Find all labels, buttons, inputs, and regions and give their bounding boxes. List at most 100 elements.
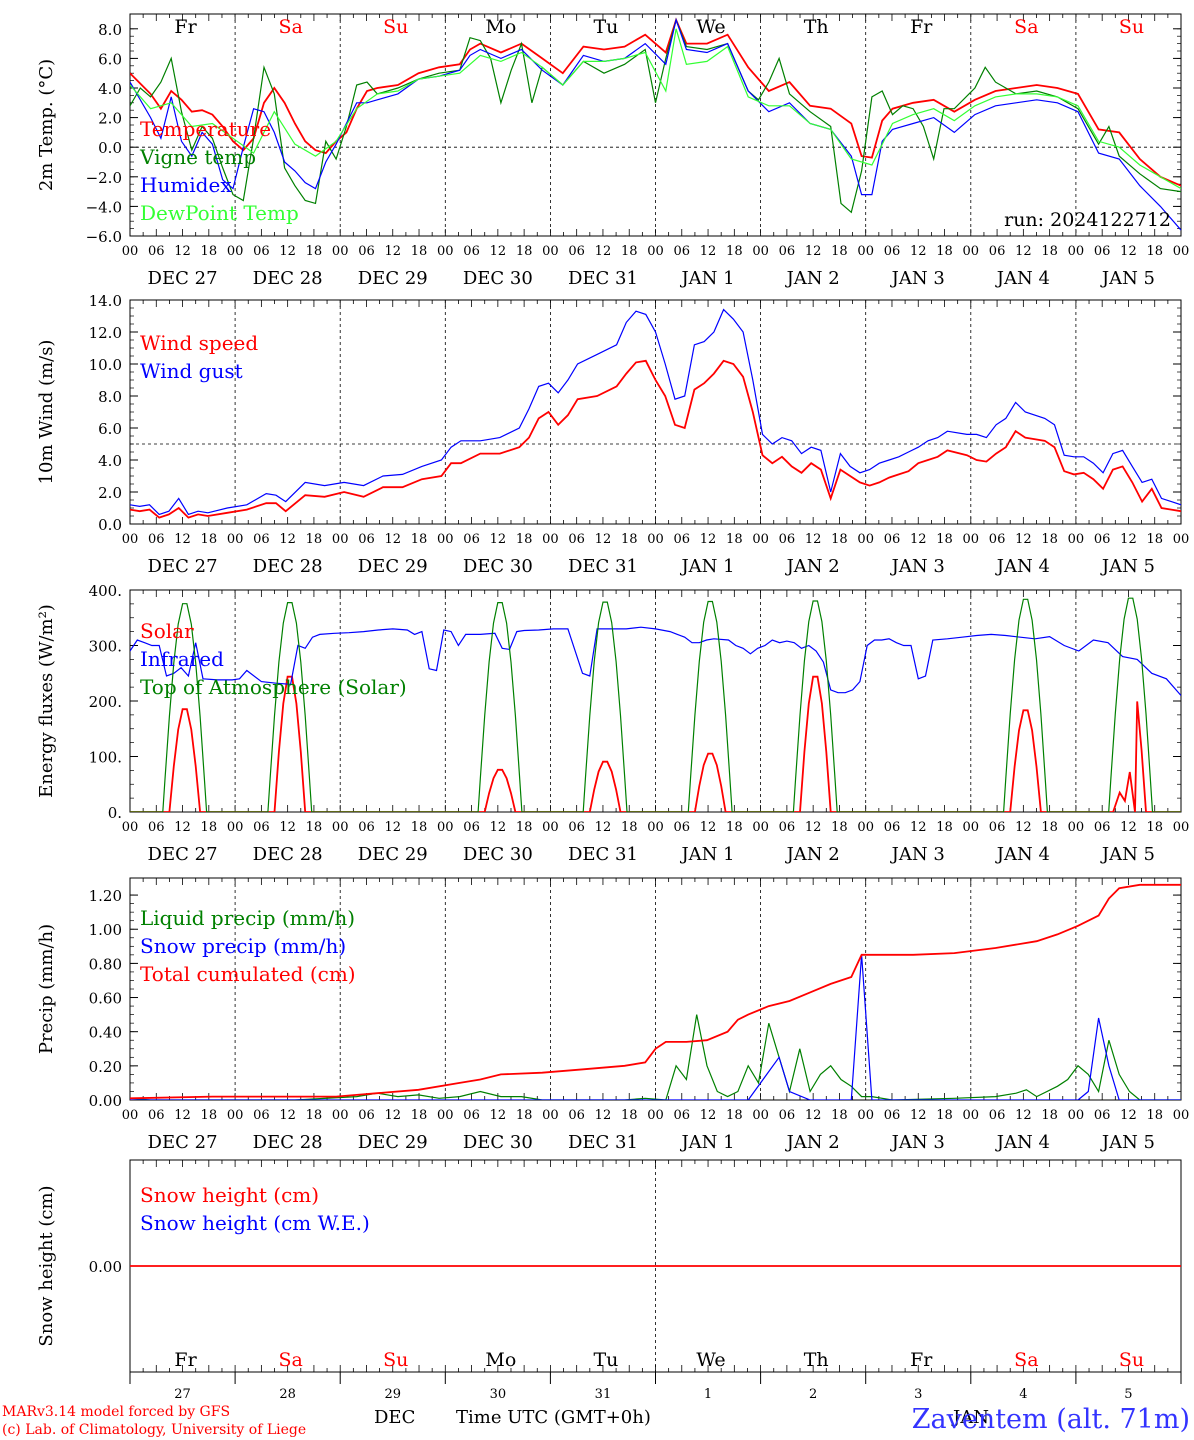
legend-entry: Vigne temp <box>139 145 256 169</box>
hour-tick-label: 12 <box>279 244 296 259</box>
hour-tick-label: 06 <box>989 1108 1006 1123</box>
legend-entry: Snow height (cm W.E.) <box>140 1211 370 1235</box>
hour-tick-label: 18 <box>726 532 743 547</box>
day-number-label: 28 <box>279 1387 296 1402</box>
day-number-label: 3 <box>914 1387 922 1402</box>
date-label: DEC 28 <box>253 1132 323 1153</box>
day-of-week-label: Th <box>804 16 829 38</box>
hour-tick-label: 00 <box>437 820 454 835</box>
hour-tick-label: 12 <box>910 820 927 835</box>
y-tick-label: 0.00 <box>89 1092 122 1110</box>
hour-tick-label: 00 <box>332 1108 349 1123</box>
hour-tick-label: 00 <box>542 820 559 835</box>
hour-tick-label: 18 <box>1146 820 1163 835</box>
day-number-label: 29 <box>384 1387 401 1402</box>
hour-tick-label: 06 <box>253 244 270 259</box>
hour-tick-label: 06 <box>358 244 375 259</box>
hour-tick-label: 06 <box>253 532 270 547</box>
date-label: DEC 29 <box>358 268 428 289</box>
hour-tick-label: 12 <box>490 1108 507 1123</box>
hour-tick-label: 00 <box>1068 820 1085 835</box>
series-total-cumulated-cm- <box>130 883 1181 1100</box>
day-of-week-label: Mo <box>485 1349 516 1371</box>
day-of-week-label: Mo <box>485 16 516 38</box>
hour-tick-label: 00 <box>963 532 980 547</box>
hour-tick-label: 18 <box>1146 532 1163 547</box>
hour-tick-label: 12 <box>279 1108 296 1123</box>
y-tick-label: 6.0 <box>98 420 122 438</box>
hour-tick-label: 18 <box>1041 244 1058 259</box>
day-of-week-label: Th <box>804 1349 829 1371</box>
hour-tick-label: 18 <box>831 244 848 259</box>
series-solar <box>130 675 1181 812</box>
hour-tick-label: 12 <box>700 820 717 835</box>
hour-tick-label: 18 <box>1041 1108 1058 1123</box>
date-label: JAN 1 <box>679 844 734 865</box>
y-tick-label: 12.0 <box>89 324 122 342</box>
hour-tick-label: 12 <box>279 532 296 547</box>
hour-tick-label: 00 <box>332 820 349 835</box>
date-label: JAN 5 <box>1100 844 1155 865</box>
hour-tick-label: 18 <box>306 244 323 259</box>
y-tick-label: 2.0 <box>98 484 122 502</box>
y-tick-label: 0.60 <box>89 990 122 1008</box>
y-tick-label: 0.20 <box>89 1058 122 1076</box>
hour-tick-label: 18 <box>1041 820 1058 835</box>
hour-tick-label: 06 <box>568 1108 585 1123</box>
hour-tick-label: 06 <box>779 1108 796 1123</box>
date-label: DEC 30 <box>463 268 533 289</box>
hour-tick-label: 18 <box>621 244 638 259</box>
hour-tick-label: 06 <box>884 532 901 547</box>
date-label: JAN 4 <box>995 1132 1050 1153</box>
hour-tick-label: 06 <box>674 820 691 835</box>
date-label: JAN 3 <box>890 268 945 289</box>
hour-tick-label: 12 <box>490 244 507 259</box>
legend-entry: Wind gust <box>140 359 243 383</box>
day-of-week-label: Su <box>1119 1349 1144 1371</box>
date-label: JAN 4 <box>995 556 1050 577</box>
hour-tick-label: 18 <box>411 820 428 835</box>
date-label: JAN 1 <box>679 556 734 577</box>
hour-tick-label: 18 <box>936 532 953 547</box>
date-label: JAN 2 <box>785 556 840 577</box>
hour-tick-label: 12 <box>490 532 507 547</box>
hour-tick-label: 12 <box>174 244 191 259</box>
y-tick-label: 0.0 <box>98 139 122 157</box>
hour-tick-label: 12 <box>595 820 612 835</box>
hour-tick-label: 00 <box>963 820 980 835</box>
hour-tick-label: 06 <box>358 820 375 835</box>
hour-tick-label: 18 <box>306 1108 323 1123</box>
hour-tick-label: 12 <box>1015 244 1032 259</box>
hour-tick-label: 18 <box>936 244 953 259</box>
hour-tick-label: 00 <box>857 1108 874 1123</box>
date-label: JAN 2 <box>785 1132 840 1153</box>
y-tick-label: 200. <box>89 693 122 711</box>
hour-tick-label: 12 <box>910 244 927 259</box>
hour-tick-label: 12 <box>1015 532 1032 547</box>
series-top-of-atmosphere-solar- <box>130 597 1181 812</box>
series-wind-speed <box>130 359 1181 519</box>
series-vigne-temp <box>130 17 1181 214</box>
hour-tick-label: 00 <box>542 1108 559 1123</box>
hour-tick-label: 12 <box>595 244 612 259</box>
hour-tick-label: 06 <box>674 244 691 259</box>
hour-tick-label: 18 <box>621 1108 638 1123</box>
lab-credit: (c) Lab. of Climatology, University of L… <box>2 1422 306 1438</box>
hour-tick-label: 06 <box>568 244 585 259</box>
hour-tick-label: 06 <box>779 532 796 547</box>
hour-tick-label: 06 <box>989 532 1006 547</box>
y-tick-label: 8.0 <box>98 21 122 39</box>
hour-tick-label: 12 <box>384 532 401 547</box>
hour-tick-label: 12 <box>384 244 401 259</box>
hour-tick-label: 12 <box>174 820 191 835</box>
hour-tick-label: 18 <box>201 820 218 835</box>
legend-entry: Liquid precip (mm/h) <box>140 906 355 930</box>
hour-tick-label: 00 <box>1173 1108 1190 1123</box>
legend-entry: Total cumulated (cm) <box>140 962 356 986</box>
date-label: JAN 4 <box>995 268 1050 289</box>
y-tick-label: 2.0 <box>98 110 122 128</box>
date-label: DEC 27 <box>148 268 218 289</box>
hour-tick-label: 12 <box>279 820 296 835</box>
hour-tick-label: 18 <box>726 244 743 259</box>
day-number-label: 31 <box>595 1387 612 1402</box>
